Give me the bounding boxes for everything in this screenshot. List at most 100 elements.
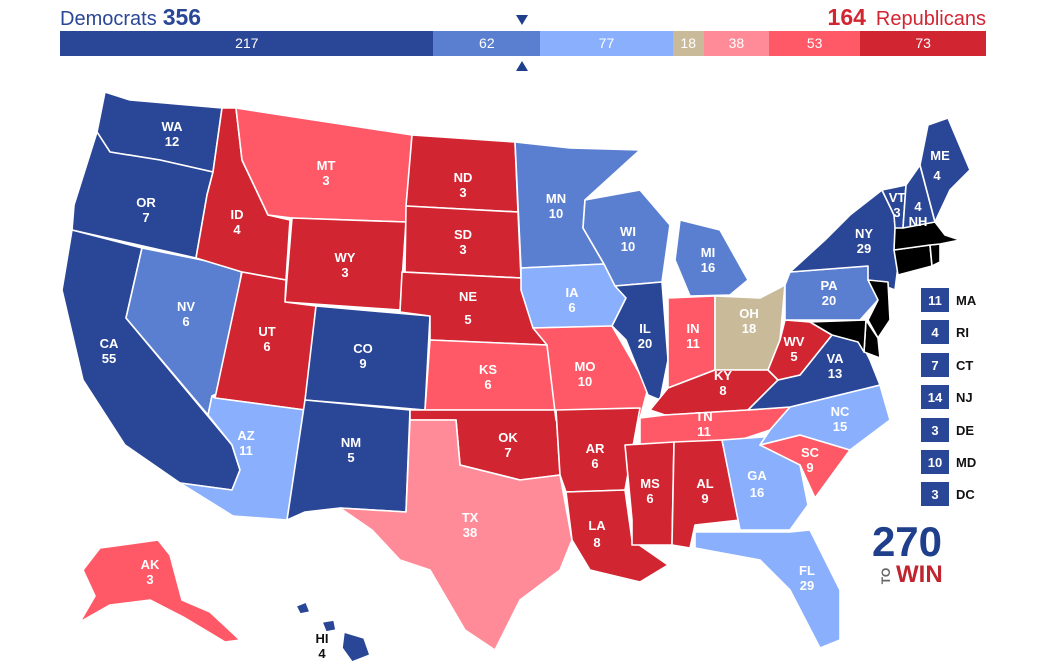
state-co[interactable] bbox=[304, 305, 431, 411]
label-tn-abbr: TN bbox=[695, 409, 712, 424]
label-sc-abbr: SC bbox=[801, 445, 820, 460]
label-mi-ev: 16 bbox=[701, 260, 715, 275]
small-state-ev: 7 bbox=[931, 358, 938, 373]
small-state-box[interactable] bbox=[921, 353, 949, 377]
label-nv-ev: 6 bbox=[182, 314, 189, 329]
small-state-ev: 3 bbox=[931, 423, 938, 438]
state-fl[interactable] bbox=[694, 529, 841, 649]
state-mi[interactable] bbox=[674, 219, 749, 297]
label-il-abbr: IL bbox=[639, 321, 651, 336]
label-nm-ev: 5 bbox=[347, 450, 354, 465]
bar-segment-lean-r[interactable]: 38 bbox=[703, 31, 770, 56]
label-fl-ev: 29 bbox=[800, 578, 814, 593]
small-state-ev: 4 bbox=[931, 325, 939, 340]
label-wy-abbr: WY bbox=[335, 250, 356, 265]
state-ri[interactable] bbox=[929, 243, 941, 267]
label-in-ev: 11 bbox=[686, 336, 700, 351]
state-hi[interactable] bbox=[295, 601, 371, 663]
label-ga-ev: 16 bbox=[750, 485, 764, 500]
label-wa-ev: 12 bbox=[165, 134, 179, 149]
small-state-nj[interactable]: 14 NJ bbox=[921, 385, 973, 409]
bar-segment-solid-d[interactable]: 217 bbox=[60, 31, 434, 56]
small-state-ev: 11 bbox=[928, 293, 942, 308]
state-tx[interactable] bbox=[339, 419, 573, 651]
label-wv-abbr: WV bbox=[784, 334, 805, 349]
270towin-logo[interactable]: 270 TO WIN bbox=[872, 518, 943, 588]
bar-segment-likely-d[interactable]: 62 bbox=[433, 31, 541, 56]
bar-segment-lean-d[interactable]: 77 bbox=[540, 31, 673, 56]
label-ky-abbr: KY bbox=[714, 368, 732, 383]
small-state-abbr: DC bbox=[956, 487, 975, 502]
logo-to: TO bbox=[879, 568, 893, 584]
bar-segment-likely-r[interactable]: 53 bbox=[769, 31, 861, 56]
small-state-dc[interactable]: 3 DC bbox=[921, 482, 975, 506]
small-state-ma[interactable]: 11 MA bbox=[921, 288, 977, 312]
small-state-ev: 10 bbox=[928, 455, 942, 470]
small-state-md[interactable]: 10 MD bbox=[921, 450, 976, 474]
label-ak-ev: 3 bbox=[146, 572, 153, 587]
label-az-abbr: AZ bbox=[237, 428, 254, 443]
label-nh-abbr: NH bbox=[909, 214, 928, 229]
label-va-abbr: VA bbox=[826, 351, 844, 366]
small-state-de[interactable]: 3 DE bbox=[921, 418, 974, 442]
bar-segment-tossup[interactable]: 18 bbox=[672, 31, 704, 56]
state-ms[interactable] bbox=[624, 441, 675, 546]
state-md[interactable] bbox=[809, 319, 867, 353]
label-ut-abbr: UT bbox=[258, 324, 275, 339]
label-mo-ev: 10 bbox=[578, 374, 592, 389]
small-state-ri[interactable]: 4 RI bbox=[921, 320, 969, 344]
small-state-box[interactable] bbox=[921, 450, 949, 474]
label-wi-abbr: WI bbox=[620, 224, 636, 239]
bar-segment-solid-r[interactable]: 73 bbox=[860, 31, 986, 56]
small-state-abbr: MD bbox=[956, 455, 976, 470]
republicans-total: 164 Republicans bbox=[828, 4, 986, 31]
label-vt-abbr: VT bbox=[889, 190, 906, 205]
label-ok-abbr: OK bbox=[498, 430, 518, 445]
label-ia-abbr: IA bbox=[566, 285, 580, 300]
label-ny-ev: 29 bbox=[857, 241, 871, 256]
label-sd-abbr: SD bbox=[454, 227, 472, 242]
label-la-ev: 8 bbox=[593, 535, 600, 550]
small-state-ct[interactable]: 7 CT bbox=[921, 353, 973, 377]
state-me[interactable] bbox=[919, 117, 971, 223]
label-al-abbr: AL bbox=[696, 476, 713, 491]
label-nd-abbr: ND bbox=[454, 170, 473, 185]
label-pa-abbr: PA bbox=[820, 278, 838, 293]
small-state-abbr: CT bbox=[956, 358, 973, 373]
state-ak[interactable] bbox=[79, 539, 241, 643]
label-hi-ev: 4 bbox=[318, 646, 326, 661]
label-ga-abbr: GA bbox=[747, 468, 767, 483]
label-la-abbr: LA bbox=[588, 518, 606, 533]
small-state-ev: 3 bbox=[931, 487, 938, 502]
label-ne-abbr: NE bbox=[459, 289, 477, 304]
label-ca-ev: 55 bbox=[102, 351, 116, 366]
label-wa-abbr: WA bbox=[162, 119, 184, 134]
label-fl-abbr: FL bbox=[799, 563, 815, 578]
label-ks-ev: 6 bbox=[484, 377, 491, 392]
label-nd-ev: 3 bbox=[459, 185, 466, 200]
label-in-abbr: IN bbox=[687, 321, 700, 336]
label-mo-abbr: MO bbox=[575, 359, 596, 374]
label-ky-ev: 8 bbox=[719, 383, 726, 398]
state-il[interactable] bbox=[611, 281, 669, 401]
label-va-ev: 13 bbox=[828, 366, 842, 381]
small-state-abbr: DE bbox=[956, 423, 974, 438]
small-state-box[interactable] bbox=[921, 385, 949, 409]
democrats-count: 356 bbox=[162, 4, 202, 30]
small-state-box[interactable] bbox=[921, 320, 949, 344]
small-state-box[interactable] bbox=[921, 418, 949, 442]
state-la[interactable] bbox=[565, 489, 669, 583]
state-ma[interactable] bbox=[893, 221, 961, 251]
state-vt[interactable] bbox=[881, 184, 907, 229]
label-pa-ev: 20 bbox=[822, 293, 836, 308]
label-nc-ev: 15 bbox=[833, 419, 847, 434]
label-ok-ev: 7 bbox=[504, 445, 511, 460]
label-wi-ev: 10 bbox=[621, 239, 635, 254]
label-nc-abbr: NC bbox=[831, 404, 850, 419]
small-state-box[interactable] bbox=[921, 288, 949, 312]
logo-win: WIN bbox=[896, 561, 943, 588]
small-state-box[interactable] bbox=[921, 482, 949, 506]
label-ak-abbr: AK bbox=[141, 557, 160, 572]
label-tx-ev: 38 bbox=[463, 525, 477, 540]
small-state-ev: 14 bbox=[928, 390, 943, 405]
